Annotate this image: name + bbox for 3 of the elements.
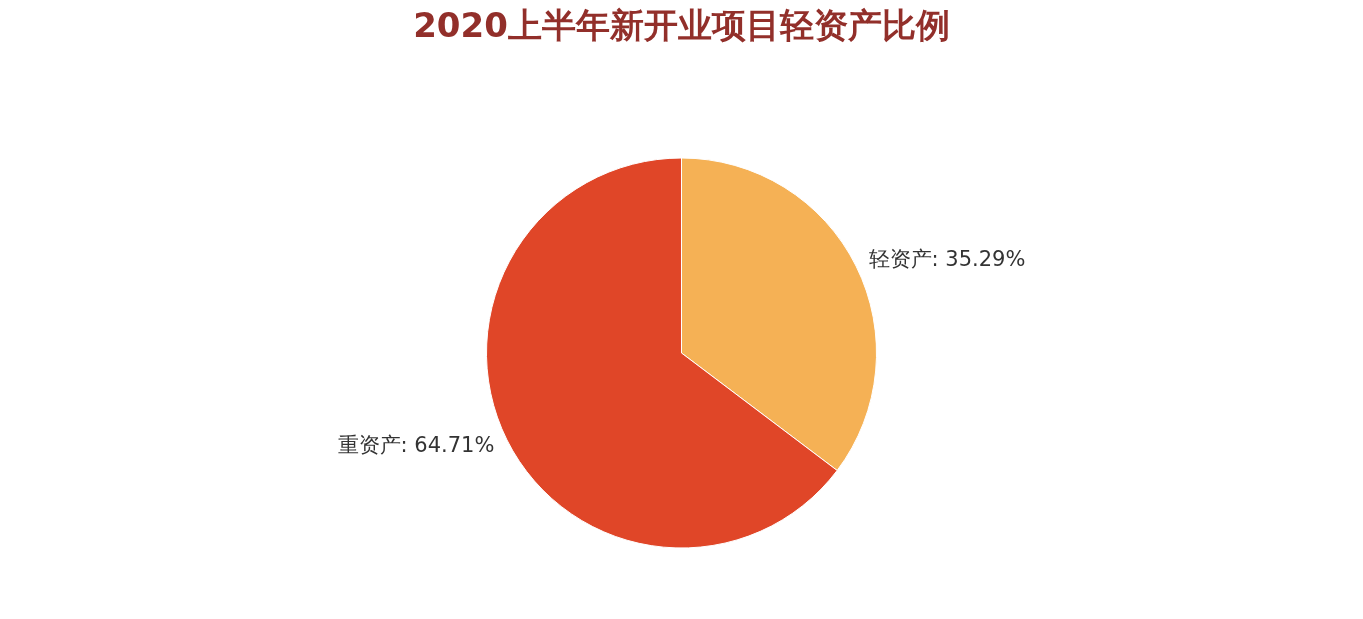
slice-label: 轻资产: 35.29% bbox=[868, 246, 1026, 271]
slice-label: 重资产: 64.71% bbox=[337, 433, 495, 458]
chart-title: 2020上半年新开业项目轻资产比例 bbox=[413, 5, 950, 45]
